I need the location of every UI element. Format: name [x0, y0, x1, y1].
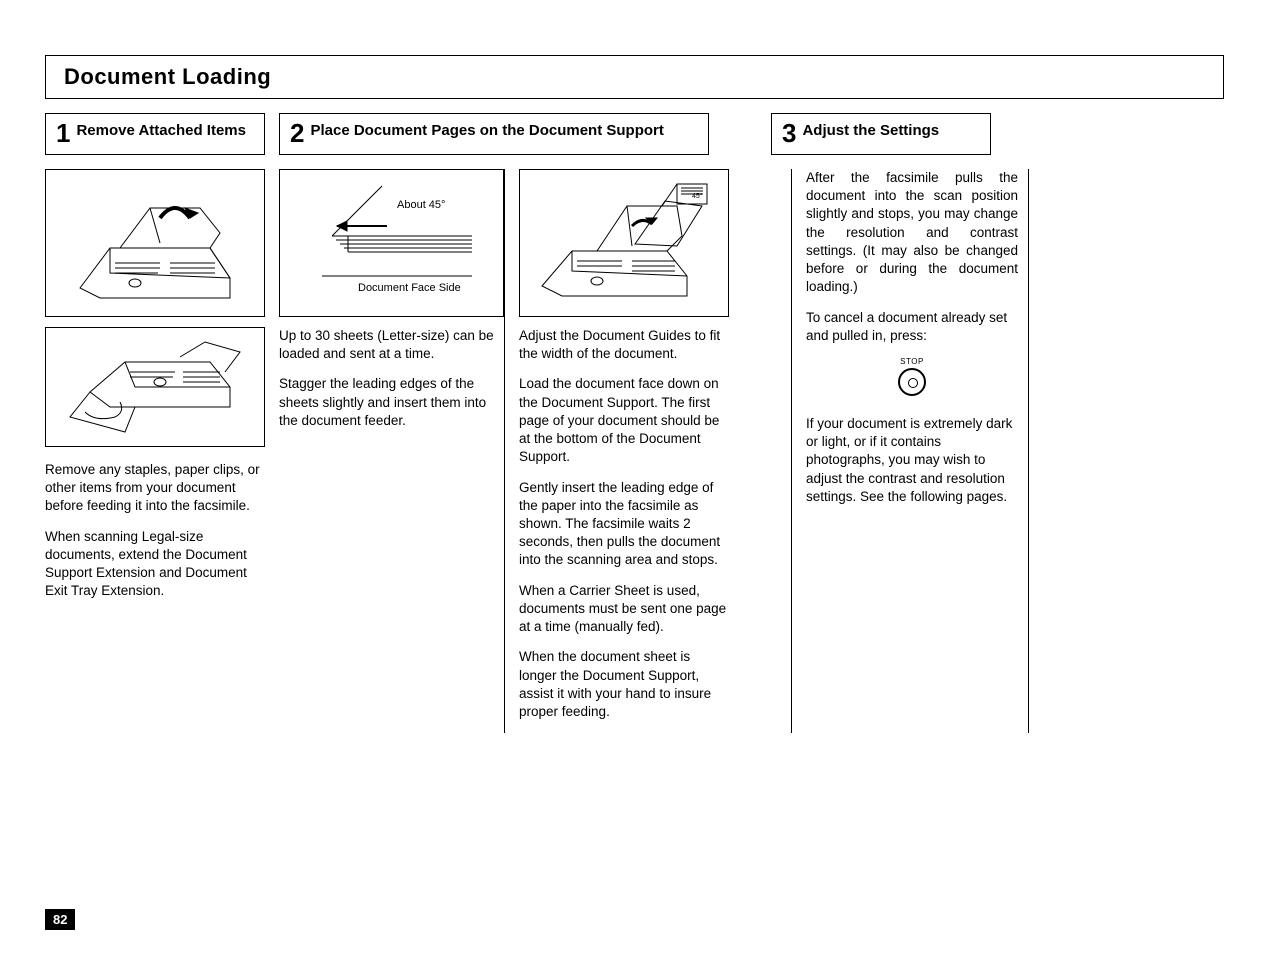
stop-label: STOP	[806, 357, 1018, 366]
step-3-num: 3	[782, 120, 796, 146]
label-face-side: Document Face Side	[358, 282, 461, 294]
col3-p3: Gently insert the leading edge of the pa…	[519, 479, 729, 570]
stack-angle-icon: About 45° Document Face Side	[292, 176, 492, 310]
illus-fax-remove-items	[45, 169, 265, 317]
column-1: Remove any staples, paper clips, or othe…	[45, 169, 265, 733]
step-2-header: 2 Place Document Pages on the Document S…	[279, 113, 709, 155]
illus-load-document: 45°	[519, 169, 729, 317]
col3-p1: Adjust the Document Guides to fit the wi…	[519, 327, 729, 363]
column-4: After the facsimile pulls the document i…	[791, 169, 1029, 733]
stop-button-graphic: STOP	[806, 357, 1018, 401]
column-3: 45° Adjust the Document Guides to fit th…	[504, 169, 729, 733]
col1-p2: When scanning Legal-size documents, exte…	[45, 528, 265, 601]
col4-p1: After the facsimile pulls the document i…	[806, 169, 1018, 297]
illus-fax-extension	[45, 327, 265, 447]
col3-p5: When the document sheet is longer the Do…	[519, 648, 729, 721]
main-title-box: Document Loading	[45, 55, 1224, 99]
fax-machine-icon	[60, 178, 250, 308]
illus-staggered-pages: About 45° Document Face Side	[279, 169, 504, 317]
label-angle: About 45°	[397, 199, 445, 211]
step-2-title: Place Document Pages on the Document Sup…	[310, 120, 663, 141]
angle-tag: 45°	[692, 192, 703, 200]
fax-tray-icon	[65, 337, 245, 437]
column-2: About 45° Document Face Side Up to 30 sh…	[279, 169, 504, 733]
step-1-title: Remove Attached Items	[76, 120, 246, 141]
step-2-num: 2	[290, 120, 304, 146]
page-title: Document Loading	[64, 64, 271, 89]
col1-p1: Remove any staples, paper clips, or othe…	[45, 461, 265, 516]
col2-p1: Up to 30 sheets (Letter-size) can be loa…	[279, 327, 504, 363]
col4-p3: If your document is extremely dark or li…	[806, 415, 1018, 506]
col2-p2: Stagger the leading edges of the sheets …	[279, 375, 504, 430]
step-1-num: 1	[56, 120, 70, 146]
fax-load-icon: 45°	[527, 176, 722, 310]
step-3-header: 3 Adjust the Settings	[771, 113, 991, 155]
col3-p4: When a Carrier Sheet is used, documents …	[519, 582, 729, 637]
col4-p2: To cancel a document already set and pul…	[806, 309, 1018, 345]
page-number: 82	[45, 909, 75, 930]
step-1-header: 1 Remove Attached Items	[45, 113, 265, 155]
col3-p2: Load the document face down on the Docum…	[519, 375, 729, 466]
content-row: Remove any staples, paper clips, or othe…	[45, 169, 1224, 733]
step-3-title: Adjust the Settings	[802, 120, 939, 141]
stop-circle-icon	[898, 368, 926, 396]
step-header-row: 1 Remove Attached Items 2 Place Document…	[45, 113, 1224, 155]
